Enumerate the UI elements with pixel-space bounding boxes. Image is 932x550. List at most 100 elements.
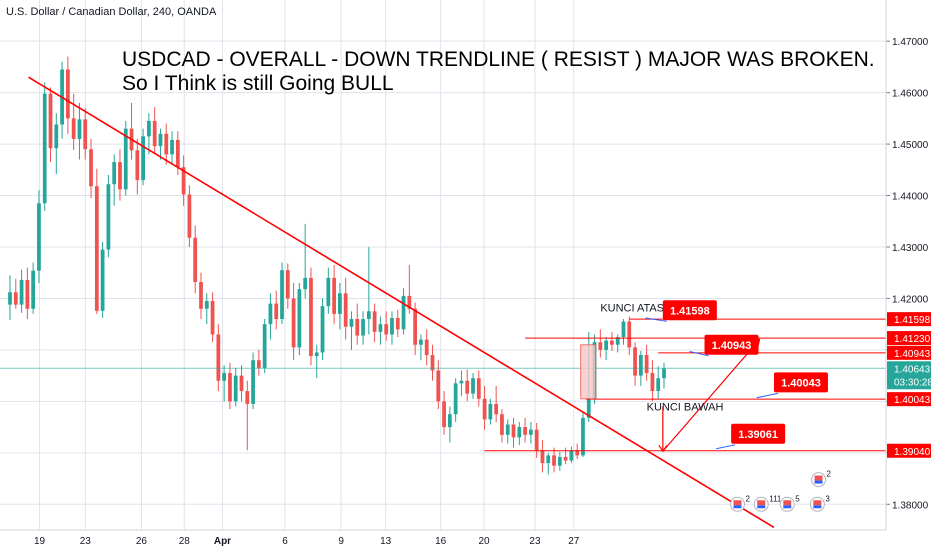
candle-body [13, 292, 18, 305]
candle-body [621, 321, 626, 338]
callout-box [704, 334, 759, 355]
candle-body [401, 295, 406, 330]
price-tick-label: 1.45000 [892, 140, 929, 151]
candles [8, 56, 666, 475]
price-axis[interactable]: 1.47000 1.46000 1.45000 1.44000 1.43000 1.420… [885, 0, 932, 530]
candle-body [494, 403, 499, 415]
price-tick-label: 1.42000 [892, 294, 929, 305]
price-tick-label: 1.47000 [892, 37, 929, 48]
candle-body [569, 450, 574, 461]
candle-body [251, 360, 255, 404]
candle-body [303, 277, 308, 290]
price-level-badge [887, 443, 931, 458]
candle-body [355, 319, 360, 336]
candle-body [280, 270, 284, 320]
candle-body [395, 318, 400, 330]
candle-body [314, 352, 319, 357]
candle-body [181, 167, 186, 195]
candle-body [378, 324, 383, 332]
candle-body [222, 373, 227, 381]
price-level-badge-label: 1.41230 [894, 334, 931, 345]
time-tick-label: 28 [179, 536, 191, 547]
candle-body [285, 270, 290, 299]
candle-body [604, 340, 609, 350]
candle-body [309, 277, 313, 357]
candle-body [627, 321, 632, 348]
candle-body [488, 403, 493, 420]
price-level-badge-label: 1.40643 [894, 364, 931, 375]
candle-body [563, 456, 568, 461]
candle-body [575, 450, 580, 456]
price-tick-label: 1.46000 [892, 89, 929, 100]
candle-body [210, 301, 215, 335]
candle-body [419, 339, 423, 345]
flag-stripe-icon [783, 500, 792, 506]
candle-body [534, 429, 539, 451]
candle-body [662, 368, 666, 379]
time-tick-label: 23 [529, 536, 541, 547]
flag-stripe-icon [814, 475, 823, 481]
event-count-label: 2 [827, 470, 832, 479]
candle-body [187, 194, 192, 238]
price-level-badge [887, 331, 931, 346]
candle-body [390, 318, 394, 335]
candle-body [170, 139, 174, 155]
candle-body [366, 311, 371, 320]
candle-body [505, 424, 510, 435]
candle-body [193, 237, 198, 282]
candle-body [650, 373, 655, 392]
price-tick-label: 1.44000 [892, 192, 929, 203]
bull-arrow [662, 339, 760, 452]
headline-line-2: So I Think is still Going BULL [122, 72, 394, 95]
candle-body [384, 324, 389, 335]
time-tick-label: 20 [479, 536, 491, 547]
flag-stripe-icon [813, 500, 822, 506]
flag-stripe-icon [733, 500, 742, 506]
drawings: KUNCI ATAS KUNCI BAWAH 1.41598 1.40943 1.400… [28, 76, 832, 529]
candle-body [94, 186, 99, 311]
candle-body [268, 303, 273, 325]
candle-body [343, 293, 348, 327]
candle-body [25, 279, 30, 309]
candle-body [436, 370, 441, 402]
callout-label: 1.40043 [781, 377, 821, 389]
candle-body [175, 139, 180, 168]
candle-body [37, 203, 41, 271]
candle-body [320, 306, 325, 353]
drop-arrow-head [658, 444, 668, 453]
callout-box [662, 300, 717, 321]
price-level-badge-label: 1.39040 [894, 447, 931, 458]
candle-body [216, 334, 221, 381]
candle-body [633, 347, 637, 376]
flag-field-icon [733, 505, 742, 509]
candle-body [89, 149, 93, 187]
callout-label: 1.40943 [712, 340, 752, 352]
time-axis[interactable]: 19 23 26 28 Apr 6 9 13 16 20 23 27 [0, 529, 886, 547]
flag-stripe-icon [757, 500, 766, 506]
candle-body [471, 378, 475, 394]
candle-body [48, 93, 53, 149]
candle-body [540, 450, 545, 464]
candle-body [42, 93, 47, 204]
candle-body [500, 414, 504, 435]
candle-body [158, 133, 163, 147]
candle-body [482, 398, 487, 420]
candle-body [274, 303, 279, 320]
event-count-label: 5 [795, 494, 800, 503]
candle-body [638, 355, 643, 376]
price-level-badge [887, 312, 931, 327]
candle-body [598, 342, 603, 350]
candle-body [123, 128, 128, 190]
candle-body [656, 378, 661, 392]
symbol-legend[interactable]: U.S. Dollar / Canadian Dollar, 240, OAND… [6, 6, 217, 18]
candle-body [228, 373, 232, 402]
event-count-label: 111 [769, 494, 782, 503]
price-level-badge [887, 392, 931, 407]
candle-body [644, 355, 649, 374]
callout-pointer [715, 444, 736, 450]
candle-body [610, 340, 614, 345]
candle-body [413, 308, 418, 345]
candle-body [332, 277, 336, 314]
